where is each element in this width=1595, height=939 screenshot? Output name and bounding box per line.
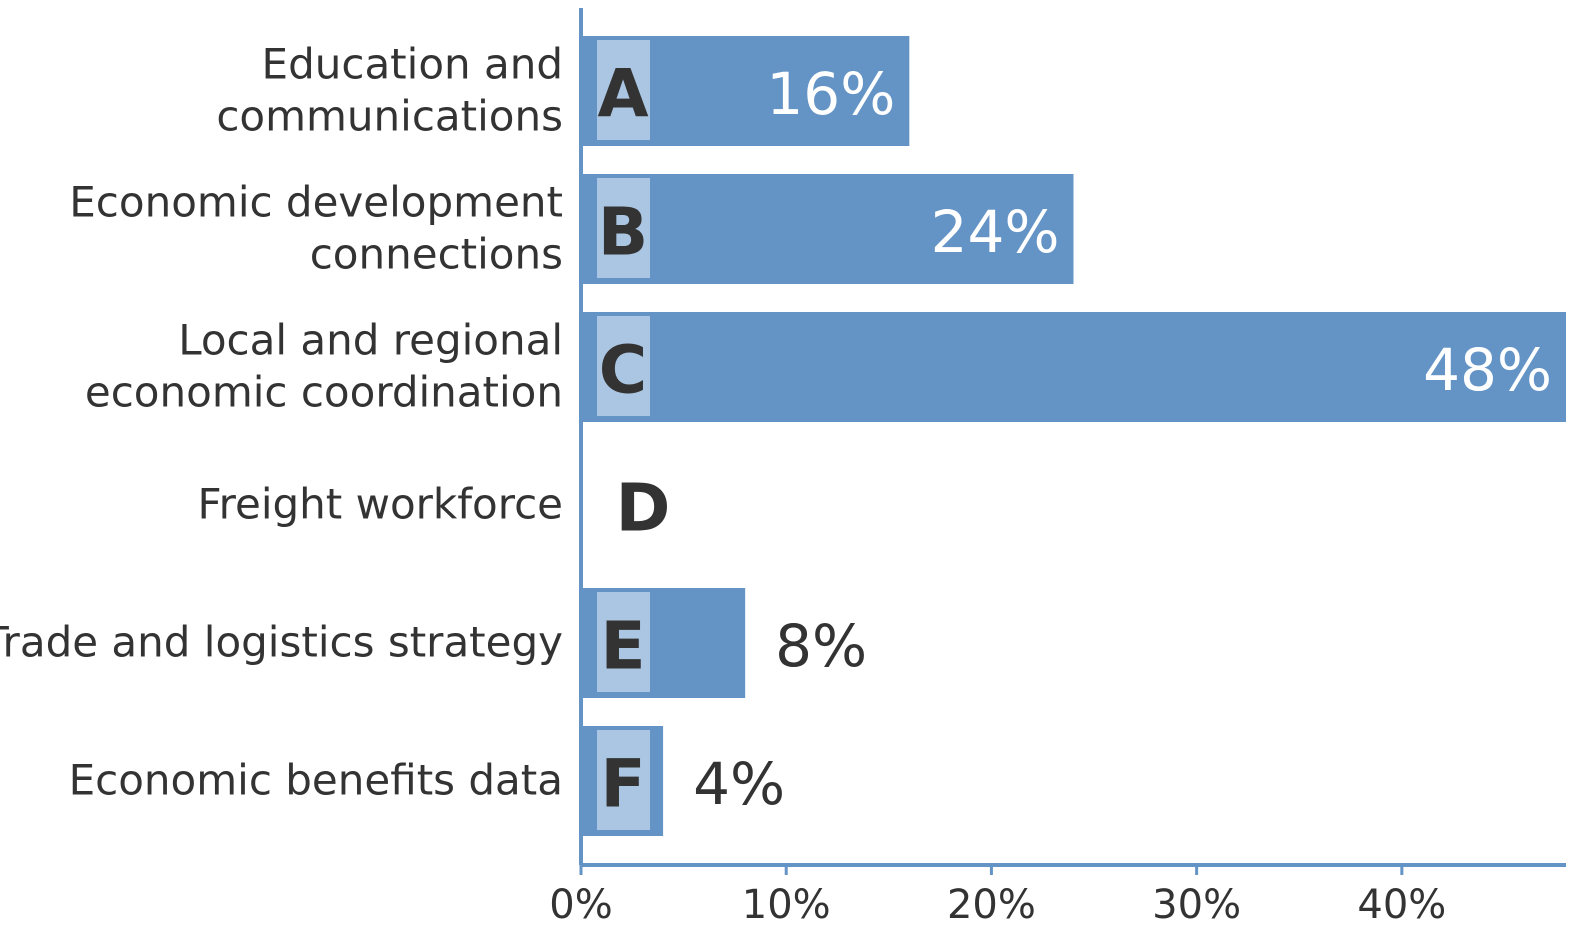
category-label: communications	[216, 92, 563, 141]
value-label: 4%	[693, 750, 785, 818]
value-label: 24%	[931, 198, 1060, 266]
category-label: economic coordination	[85, 368, 563, 417]
letter: C	[599, 332, 647, 409]
letter-box	[597, 316, 650, 416]
x-tick-label: 40%	[1357, 882, 1446, 928]
letter: D	[616, 470, 671, 547]
category-label: Trade and logistics strategy	[0, 618, 563, 667]
letter-box	[597, 178, 650, 278]
letter-box	[597, 40, 650, 140]
bar	[581, 312, 1566, 422]
value-label: 8%	[775, 612, 867, 680]
letter: A	[597, 56, 648, 133]
x-tick-label: 20%	[947, 882, 1036, 928]
letter-box	[597, 730, 650, 830]
category-label: Freight workforce	[198, 480, 563, 529]
bar	[581, 174, 1074, 284]
category-label: Economic development	[69, 178, 563, 227]
letter: F	[600, 746, 645, 823]
x-tick-label: 0%	[549, 882, 612, 928]
x-tick-label: 30%	[1152, 882, 1241, 928]
letter: B	[598, 194, 648, 271]
category-label: connections	[310, 230, 563, 279]
letter-box	[597, 592, 650, 692]
value-label: 48%	[1423, 336, 1552, 404]
category-label: Economic benefits data	[69, 756, 563, 805]
category-label: Local and regional	[178, 316, 563, 365]
letter: E	[600, 608, 645, 685]
category-label: Education and	[262, 40, 563, 89]
x-tick-label: 10%	[742, 882, 831, 928]
value-label: 16%	[766, 60, 895, 128]
